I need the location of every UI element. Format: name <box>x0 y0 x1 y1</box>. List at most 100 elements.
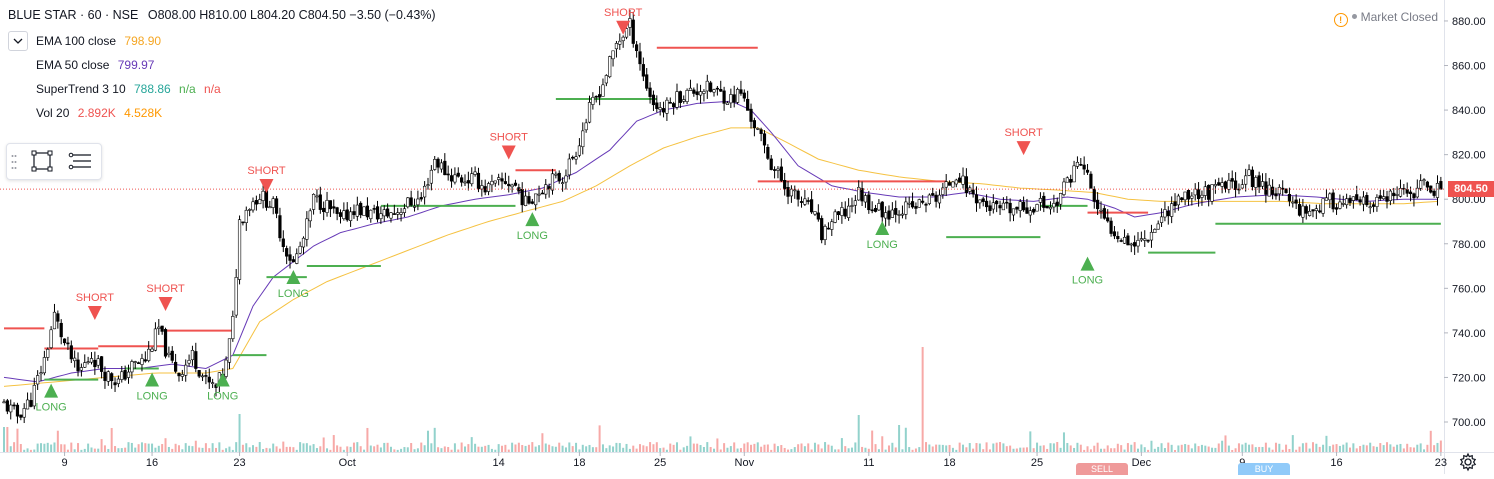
candle-body <box>995 200 999 205</box>
candle-body <box>1345 198 1349 206</box>
gear-icon[interactable] <box>1458 452 1478 472</box>
volume-bar <box>144 443 147 452</box>
candle-body <box>1230 178 1234 182</box>
lines-tool-icon[interactable] <box>67 149 93 173</box>
volume-bar <box>433 427 436 452</box>
candle-body <box>998 205 1002 209</box>
legend-supertrend[interactable]: SuperTrend 3 10 788.86 n/a n/a <box>36 82 221 96</box>
candle-body <box>1119 240 1123 242</box>
volume-bar <box>830 445 833 452</box>
volume-bar <box>376 444 379 452</box>
volume-bar <box>941 444 944 452</box>
volume-bar <box>877 449 880 452</box>
volume-bar <box>1062 432 1065 452</box>
volume-bar <box>766 444 769 452</box>
candle-body <box>1358 199 1362 203</box>
volume-bar <box>1412 447 1415 452</box>
volume-bar <box>1099 448 1102 452</box>
candle-body <box>271 198 275 208</box>
candle-body <box>1038 198 1043 203</box>
candle-body <box>1011 208 1016 216</box>
volume-bar <box>988 449 991 452</box>
volume-bar <box>723 443 726 452</box>
candle-body <box>1099 209 1103 212</box>
volume-bar <box>935 444 938 452</box>
long-signal-arrow <box>44 383 59 398</box>
candle-body <box>1059 193 1063 205</box>
volume-bar <box>1322 444 1325 452</box>
candle-body <box>36 375 40 385</box>
ema100-line <box>3 127 1438 387</box>
candle-body <box>924 203 928 206</box>
rectangle-tool-icon[interactable] <box>29 149 55 173</box>
volume-bar <box>1325 435 1328 452</box>
long-signal-label: LONG <box>278 288 309 300</box>
candle-body <box>1382 196 1386 200</box>
buy-tab[interactable]: BUY <box>1238 463 1290 475</box>
candle-body <box>598 94 602 98</box>
candle-body <box>591 96 595 105</box>
candle-body <box>1217 182 1221 186</box>
volume-bar <box>635 448 638 452</box>
price-tick-label: 800.00 <box>1452 194 1486 206</box>
legend-collapse-button[interactable] <box>8 31 28 51</box>
volume-bar <box>255 446 258 452</box>
symbol-title[interactable]: BLUE STAR · 60 · NSE <box>8 8 139 22</box>
volume-bar <box>265 447 268 452</box>
candle-body <box>759 129 763 134</box>
long-signal-arrow <box>875 221 890 236</box>
volume-bar <box>1305 442 1308 452</box>
volume-bar <box>871 430 874 452</box>
volume-bar <box>797 444 800 452</box>
candle-body <box>739 89 743 94</box>
sell-tab[interactable]: SELL <box>1076 463 1128 475</box>
legend-ema100[interactable]: EMA 100 close 798.90 <box>36 34 161 48</box>
volume-bar <box>1278 443 1281 452</box>
volume-bar <box>363 449 366 452</box>
volume-bar <box>1386 442 1389 452</box>
candle-body <box>648 87 652 97</box>
volume-bar <box>134 447 137 452</box>
candle-body <box>362 206 366 216</box>
volume-bar <box>1167 442 1170 452</box>
candle-body <box>1271 186 1275 195</box>
volume-bar <box>130 442 133 452</box>
candle-body <box>853 200 857 206</box>
volume-bar <box>638 444 641 452</box>
candle-body <box>742 92 746 99</box>
volume-bar <box>521 445 524 452</box>
candle-body <box>200 375 205 378</box>
volume-bar <box>87 443 90 452</box>
legend-volume[interactable]: Vol 20 2.892K 4.528K <box>36 106 162 120</box>
volume-bar <box>679 449 682 452</box>
candle-body <box>722 90 726 104</box>
volume-bar <box>531 442 534 452</box>
volume-bar <box>601 444 604 452</box>
volume-bar <box>1365 445 1368 452</box>
legend-ema50[interactable]: EMA 50 close 799.97 <box>36 58 154 72</box>
candle-body <box>379 213 383 219</box>
candle-body <box>322 207 326 213</box>
market-status[interactable]: ! Market Closed <box>1333 10 1438 27</box>
candle-body <box>857 187 861 201</box>
volume-bar <box>1147 449 1150 452</box>
volume-bar <box>568 442 571 452</box>
volume-bar <box>1406 443 1409 452</box>
candle-body <box>1223 181 1228 189</box>
candle-body <box>490 181 494 186</box>
volume-bar <box>736 448 739 452</box>
volume-bar <box>1379 443 1382 452</box>
volume-bar <box>1355 448 1358 452</box>
volume-bar <box>1214 447 1217 452</box>
candle-body <box>231 316 235 340</box>
volume-bar <box>615 442 618 452</box>
candle-body <box>1429 185 1433 193</box>
volume-bar <box>1315 443 1318 452</box>
drag-handle-icon[interactable] <box>11 152 17 172</box>
candle-body <box>850 205 854 207</box>
volume-bar <box>272 443 275 452</box>
candle-body <box>1112 231 1117 237</box>
volume-bar <box>625 443 628 452</box>
